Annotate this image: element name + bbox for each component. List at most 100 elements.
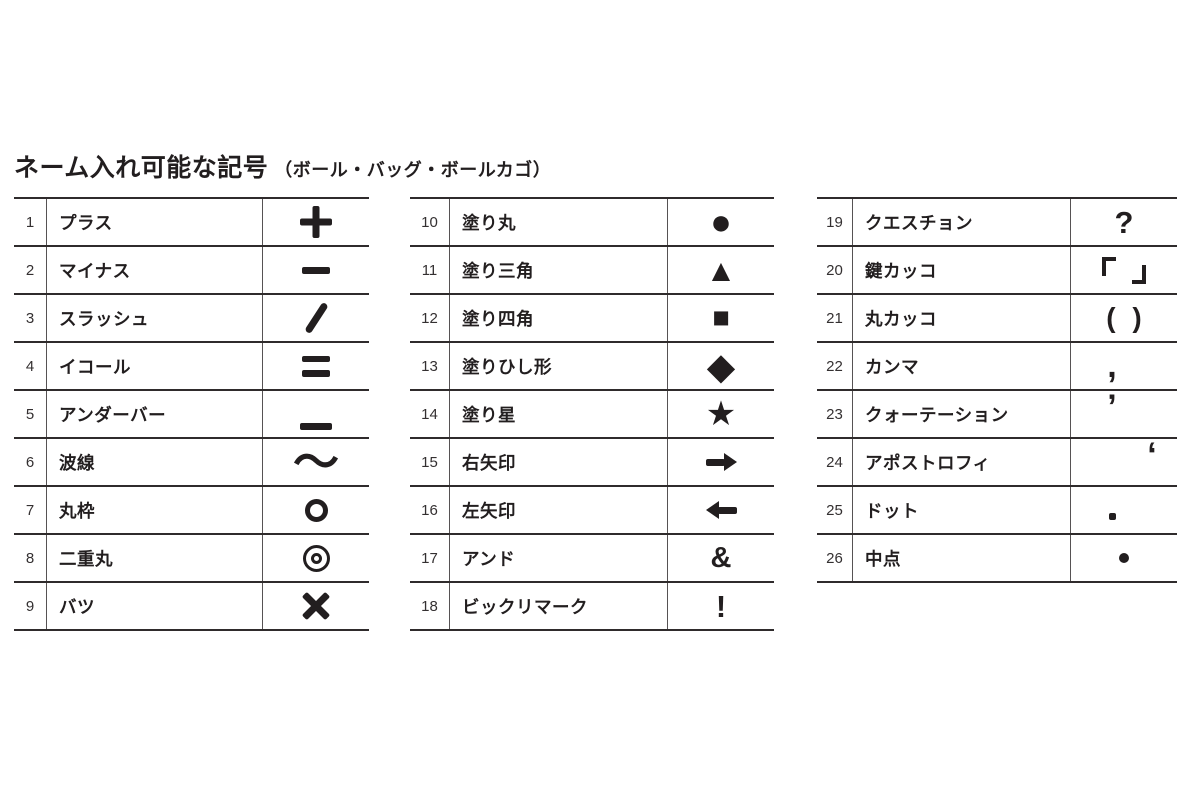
minus-icon [302,266,330,274]
page-title: ネーム入れ可能な記号 （ボール・バッグ・ボールカゴ） [14,148,551,184]
title-sub: （ボール・バッグ・ボールカゴ） [274,160,552,180]
symbol-name: 塗り四角 [450,295,668,341]
table-row: 18 ビックリマーク! [410,583,774,631]
symbol-table-2: 10 塗り丸 ● 11 塗り三角 ▲ 12 塗り四角 ■ 13 塗りひし形 ◆ 14 塗り星 ★ 15 右矢印 1… [410,197,774,631]
table-row: 25 ドット [817,487,1177,535]
table-row: 19 クエスチョン? [817,199,1177,247]
symbol-glyph: ◆ [706,345,736,387]
symbol-name: カンマ [853,343,1071,389]
table-row: 6 波線〜 [14,439,369,487]
symbol-name: クエスチョン [853,199,1071,245]
symbol-glyph: ( ) [1106,302,1142,333]
symbol-name: アンド [450,535,668,581]
row-number: 19 [817,199,853,245]
row-number: 8 [14,535,47,581]
symbol-cell [263,247,369,293]
symbol-cell [263,343,369,389]
table-row: 2 マイナス [14,247,369,295]
symbol-name: バツ [47,583,263,629]
symbol-name: イコール [47,343,263,389]
table-row: 20 鍵カッコ [817,247,1177,295]
symbol-glyph: ! [715,588,727,624]
symbol-cell [263,487,369,533]
symbol-cell [263,199,369,245]
row-number: 7 [14,487,47,533]
table-row: 9 バツ [14,583,369,631]
double-ring-icon [302,544,330,572]
row-number: 6 [14,439,47,485]
symbol-cell: ‘ [1071,436,1177,485]
symbol-glyph: ‘ [1147,436,1157,474]
equal-icon [302,355,330,377]
title-main: ネーム入れ可能な記号 [14,154,269,182]
table-row: 17 アンド & [410,535,774,583]
table-row: 22 カンマ, [817,343,1177,391]
symbol-cell [263,535,369,581]
open-corner-bracket-icon [1102,256,1116,276]
table-row: 15 右矢印 [410,439,774,487]
table-row: 12 塗り四角 ■ [410,295,774,343]
symbol-name: 塗り星 [450,391,668,437]
symbol-table-3: 19 クエスチョン? 20 鍵カッコ 21 丸カッコ( ) 22 カンマ, 23 クォーテーション… [817,197,1177,583]
ring-icon [304,498,328,522]
symbol-name: 塗り三角 [450,247,668,293]
row-number: 25 [817,487,853,533]
symbol-cell [263,391,369,437]
symbol-name: 二重丸 [47,535,263,581]
row-number: 9 [14,583,47,629]
symbol-glyph: ● [710,201,732,242]
close-corner-bracket-icon [1132,264,1146,284]
symbol-cell: 〜 [263,439,369,485]
row-number: 22 [817,343,853,389]
symbol-glyph: , [1107,347,1117,385]
table-row: 21 丸カッコ ( ) [817,295,1177,343]
table-row: 7 丸枠 [14,487,369,535]
small-dot-icon [1108,512,1116,520]
symbol-glyph: ’ [1107,388,1117,426]
table-row: 4 イコール [14,343,369,391]
table-row: 3 スラッシュ [14,295,369,343]
middle-dot-icon [1119,553,1129,563]
table-row: 8 二重丸 [14,535,369,583]
row-number: 21 [817,295,853,341]
table-row: 16 左矢印 [410,487,774,535]
symbol-cell [668,439,774,485]
symbol-name: スラッシュ [47,295,263,341]
row-number: 2 [14,247,47,293]
row-number: 11 [410,247,450,293]
table-row: 13 塗りひし形 ◆ [410,343,774,391]
row-number: 23 [817,391,853,437]
table-row: 23 クォーテーション ’ [817,388,1177,439]
row-number: 4 [14,343,47,389]
arrow-head [705,501,719,519]
symbol-name: アポストロフィ [853,439,1071,485]
row-number: 16 [410,487,450,533]
symbol-name: プラス [47,199,263,245]
row-number: 12 [410,295,450,341]
symbol-table-1: 1 プラス 2 マイナス 3 スラッシュ 4 イコール 5 アンダーバー 6 波線〜 7 丸枠 8 二重丸 9 バ… [14,197,369,631]
symbol-name: 丸カッコ [853,295,1071,341]
table-row: 5 アンダーバー [14,391,369,439]
table-row: 26 中点 [817,535,1177,583]
symbol-glyph: ? [1114,204,1134,240]
plus-icon [300,206,332,238]
table-row: 24 アポストロフィ ‘ [817,436,1177,487]
underscore-icon [300,423,332,430]
row-number: 14 [410,391,450,437]
row-number: 13 [410,343,450,389]
symbol-glyph: ▲ [705,252,737,288]
symbol-cell: ■ [668,295,774,341]
symbol-cell [1071,535,1177,581]
arrow-head [723,453,737,471]
symbol-glyph: 〜 [293,436,339,488]
row-number: 20 [817,247,853,293]
symbol-cell [1071,247,1177,293]
symbol-name: 中点 [853,535,1071,581]
arrow-right-icon [705,453,737,471]
symbol-glyph: ★ [705,395,737,433]
symbol-cell [1071,487,1177,533]
symbol-cell: & [668,535,774,581]
arrow-shaft [717,506,737,514]
symbol-cell: ● [668,199,774,245]
corner-brackets-icon [1102,256,1146,284]
